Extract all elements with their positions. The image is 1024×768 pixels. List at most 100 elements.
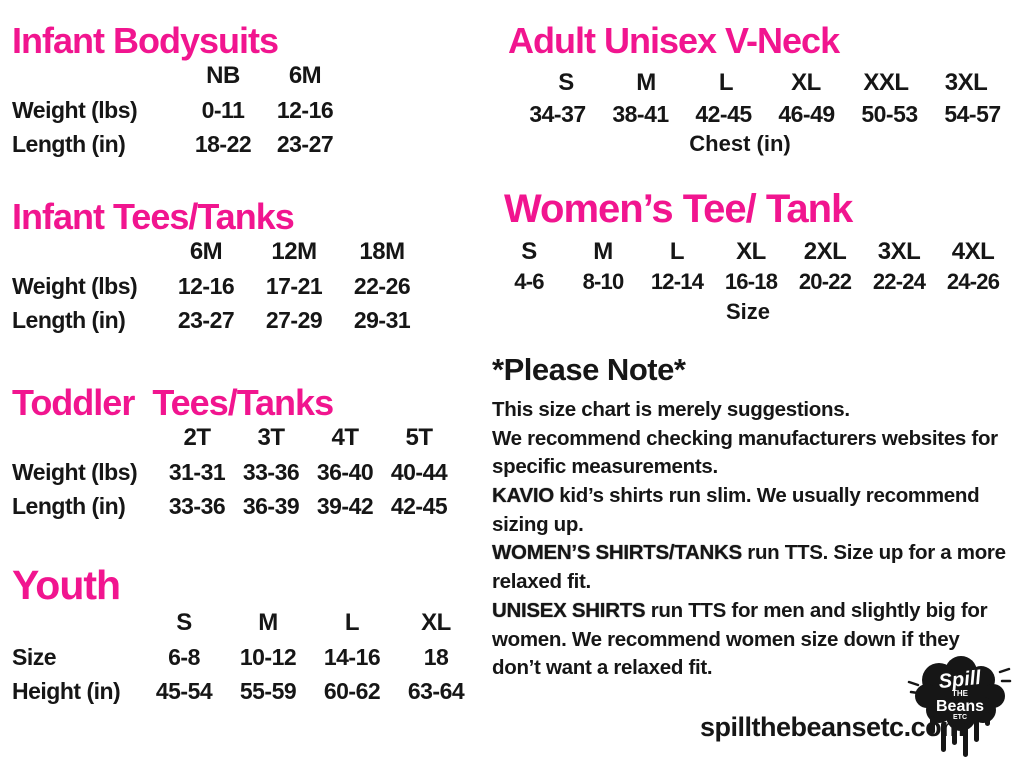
table-row: 4-6 8-10 12-14 16-18 20-22 22-24 24-26 xyxy=(488,269,1020,295)
logo-sparkle-icon xyxy=(907,667,1012,695)
note-lead: UNISEX SHIRTS xyxy=(492,598,646,622)
cell: 54-57 xyxy=(944,100,1001,127)
section-please-note: *Please Note* This size chart is merely … xyxy=(492,352,1006,683)
note-text: This size chart is merely suggestions. xyxy=(492,398,850,421)
cell: 8-10 xyxy=(582,269,625,294)
note-paragraph: KAVIO kid’s shirts run slim. We usually … xyxy=(492,482,1006,539)
note-lead: WOMEN’S SHIRTS/TANKS xyxy=(492,541,742,565)
cell: 24-26 xyxy=(946,269,1000,294)
cell: 6-8 xyxy=(168,644,200,671)
cell: 40-44 xyxy=(390,458,448,485)
logo-word-spill: Spill xyxy=(938,667,983,693)
cell: 12-14 xyxy=(650,269,704,294)
cell: 29-31 xyxy=(353,306,411,333)
cell: 18 xyxy=(423,644,449,671)
cell: 20-22 xyxy=(798,269,852,294)
note-paragraph: This size chart is merely suggestions. xyxy=(492,396,1006,425)
cell: 46-49 xyxy=(778,100,835,127)
column-header: NB xyxy=(206,61,240,89)
cell: 16-18 xyxy=(724,269,778,294)
table-header-row: S M L XL XXL 3XL xyxy=(490,69,1014,97)
table-row: Length (in) 23-27 27-29 29-31 xyxy=(12,307,426,334)
column-header: 4T xyxy=(331,423,359,451)
cell: 12-16 xyxy=(177,272,235,299)
cell: 22-24 xyxy=(872,269,926,294)
table-row: Length (in) 33-36 36-39 39-42 42-45 xyxy=(12,493,456,520)
note-text: We recommend checking manufacturers webs… xyxy=(492,426,998,479)
row-label: Size xyxy=(12,644,57,671)
section-title: Toddler Tees/Tanks xyxy=(12,382,334,423)
column-header: 4XL xyxy=(951,238,995,265)
column-header: S xyxy=(176,609,192,637)
cell: 22-26 xyxy=(353,272,411,299)
cell: 33-36 xyxy=(168,492,226,519)
column-header: S xyxy=(521,238,537,265)
cell: 60-62 xyxy=(323,678,381,705)
cell: 55-59 xyxy=(239,678,297,705)
cell: 14-16 xyxy=(323,644,381,671)
section-womens-tee-tank: Women’s Tee/ Tank S M L XL 2XL 3XL 4XL 4… xyxy=(488,188,1020,325)
note-text: kid’s shirts run slim. We usually recomm… xyxy=(492,484,980,536)
size-table: S M L XL Size 6-8 10-12 14-16 18 Height … xyxy=(12,609,478,705)
cell: 4-6 xyxy=(514,269,544,294)
table-header-row: S M L XL xyxy=(12,609,478,637)
column-header: S xyxy=(558,68,574,96)
section-infant-bodysuits: Infant Bodysuits NB 6M Weight (lbs) 0-11… xyxy=(12,22,346,158)
size-table: 6M 12M 18M Weight (lbs) 12-16 17-21 22-2… xyxy=(12,238,426,334)
section-title: Adult Unisex V-Neck xyxy=(508,20,840,61)
logo-text: Spill THE Beans ETC xyxy=(936,667,984,721)
section-title: Youth xyxy=(12,562,121,608)
column-header: M xyxy=(258,609,278,637)
column-header: 6M xyxy=(189,237,223,265)
table-header-row: NB 6M xyxy=(12,62,346,90)
cell: 42-45 xyxy=(390,492,448,519)
column-header: 2XL xyxy=(803,238,847,265)
cell: 23-27 xyxy=(276,130,334,157)
column-header: 12M xyxy=(271,237,317,265)
column-header: XL xyxy=(421,609,451,637)
cell: 23-27 xyxy=(177,306,235,333)
section-toddler-tees-tanks: Toddler Tees/Tanks 2T 3T 4T 5T Weight (l… xyxy=(12,384,456,520)
column-header: XXL xyxy=(863,68,909,96)
note-lead: KAVIO xyxy=(492,484,554,508)
section-youth: Youth S M L XL Size 6-8 10-12 14-16 18 H… xyxy=(12,562,478,705)
cell: 18-22 xyxy=(194,130,252,157)
note-text: run TTS for men and slightly big for wom… xyxy=(492,598,988,680)
logo-blob-icon xyxy=(915,656,1005,757)
section-adult-unisex-vneck: Adult Unisex V-Neck S M L XL XXL 3XL 34-… xyxy=(490,22,1014,157)
row-label: Weight (lbs) xyxy=(12,272,138,299)
table-row: Weight (lbs) 0-11 12-16 xyxy=(12,97,346,124)
column-header: L xyxy=(669,238,685,265)
cell: 38-41 xyxy=(612,100,669,127)
table-row: Weight (lbs) 12-16 17-21 22-26 xyxy=(12,273,426,300)
website-url: spillthebeansetc.com xyxy=(700,712,965,742)
table-header-row: 6M 12M 18M xyxy=(12,238,426,266)
table-header-row: S M L XL 2XL 3XL 4XL xyxy=(488,238,1020,266)
cell: 27-29 xyxy=(265,306,323,333)
column-header: 3XL xyxy=(944,68,988,96)
cell: 10-12 xyxy=(239,644,297,671)
logo-word-etc: ETC xyxy=(953,714,967,721)
column-header: XL xyxy=(791,68,821,96)
cell: 33-36 xyxy=(242,458,300,485)
cell: 45-54 xyxy=(155,678,213,705)
table-row: Height (in) 45-54 55-59 60-62 63-64 xyxy=(12,678,478,705)
cell: 12-16 xyxy=(276,96,334,123)
note-paragraph: WOMEN’S SHIRTS/TANKS run TTS. Size up fo… xyxy=(492,539,1006,596)
size-table: 2T 3T 4T 5T Weight (lbs) 31-31 33-36 36-… xyxy=(12,424,456,520)
column-header: 2T xyxy=(183,423,211,451)
logo-word-beans: Beans xyxy=(936,698,984,715)
cell: 63-64 xyxy=(407,678,465,705)
column-header: 5T xyxy=(405,423,433,451)
column-header: 6M xyxy=(288,61,322,89)
row-label: Weight (lbs) xyxy=(12,458,138,485)
note-title: *Please Note* xyxy=(492,352,686,387)
note-paragraph: We recommend checking manufacturers webs… xyxy=(492,425,1006,482)
logo-word-the: THE xyxy=(952,689,969,698)
section-title: Women’s Tee/ Tank xyxy=(504,187,853,231)
column-header: M xyxy=(636,68,656,96)
section-infant-tees-tanks: Infant Tees/Tanks 6M 12M 18M Weight (lbs… xyxy=(12,198,426,334)
row-label: Length (in) xyxy=(12,492,126,519)
column-header: M xyxy=(593,238,613,265)
